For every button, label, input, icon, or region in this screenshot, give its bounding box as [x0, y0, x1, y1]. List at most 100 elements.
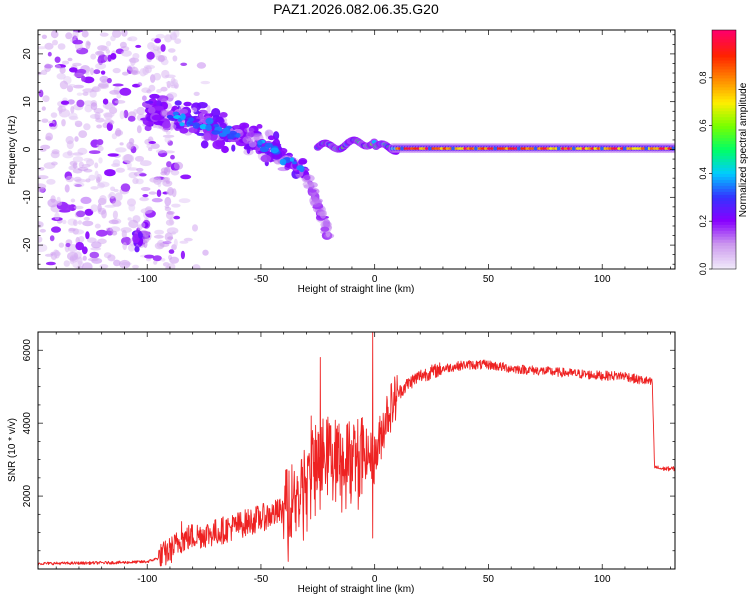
spectrogram-cell — [122, 242, 127, 251]
spectrogram-cell — [173, 215, 181, 220]
spectrogram-cell — [65, 136, 74, 145]
colorbar-cell — [712, 68, 736, 73]
colorbar-cell — [712, 122, 736, 127]
colorbar-cell — [712, 152, 736, 157]
colorbar-cell — [712, 194, 736, 198]
colorbar-cell — [712, 47, 736, 52]
spectrogram-cell — [70, 198, 76, 203]
colorbar-cell — [712, 260, 736, 264]
spectrogram-cell — [76, 210, 86, 218]
spectrogram-cell — [154, 106, 164, 111]
spectrogram-cell — [572, 146, 576, 151]
colorbar-cell — [712, 185, 736, 189]
spectrogram-cell — [145, 65, 152, 74]
spectrogram-cell — [162, 121, 171, 129]
spectrogram-cell — [82, 262, 93, 269]
spectrogram-cell — [38, 236, 43, 243]
spectrogram-cell — [309, 196, 319, 206]
spectrogram-cell — [317, 211, 327, 217]
spectrogram-x-label: Height of straight line (km) — [298, 284, 415, 295]
colorbar-cell — [712, 77, 736, 82]
spectrogram-cell — [112, 200, 122, 207]
colorbar-cell — [712, 41, 736, 46]
spectrogram-cell — [97, 145, 104, 152]
colorbar-cell — [712, 107, 736, 112]
spectrogram-cell — [130, 66, 139, 76]
spectrogram-cell — [105, 49, 111, 54]
spectrogram-cell — [54, 212, 60, 220]
spectrogram-cell — [93, 108, 104, 114]
spectrogram-cell — [39, 228, 46, 233]
colorbar-cell — [712, 233, 736, 237]
spectrogram-cell — [45, 136, 52, 141]
spectrogram-cell — [304, 175, 311, 181]
spectrogram-cell — [193, 91, 200, 96]
y-tick-label: -10 — [22, 190, 33, 205]
colorbar-tick-label: 0.2 — [698, 215, 708, 228]
spectrogram-cell — [145, 100, 154, 104]
spectrogram-cell — [59, 80, 68, 90]
colorbar-cell — [712, 209, 736, 213]
spectrogram-cell — [257, 140, 263, 146]
colorbar-cell — [712, 155, 736, 160]
colorbar-cell — [712, 203, 736, 207]
spectrogram-cell — [73, 219, 78, 227]
colorbar-tick-label: 0.8 — [698, 72, 708, 85]
spectrogram-cell — [119, 41, 127, 49]
spectrogram-cell — [160, 86, 168, 92]
spectrogram-cell — [121, 50, 132, 57]
spectrogram-cell — [174, 38, 182, 44]
spectrogram-cell — [50, 30, 59, 39]
spectrogram-cell — [164, 206, 172, 212]
colorbar-tick-label: 0.4 — [698, 167, 708, 180]
colorbar-cell — [712, 176, 736, 180]
spectrogram-cell — [126, 141, 134, 150]
spectrogram-cell — [239, 122, 250, 129]
spectrogram-cell — [119, 110, 125, 120]
spectrogram-cell — [63, 260, 70, 267]
spectrogram-cell — [96, 139, 104, 146]
colorbar-cell — [712, 242, 736, 246]
spectrogram-cell — [88, 174, 96, 181]
spectrogram-cell — [42, 95, 50, 103]
colorbar-cell — [712, 44, 736, 49]
colorbar-cell — [712, 257, 736, 261]
spectrogram-cell — [166, 211, 175, 215]
spectrogram-cell — [85, 40, 91, 50]
spectrogram-cell — [155, 33, 165, 39]
spectrogram-cell — [110, 35, 116, 42]
spectrogram-cell — [137, 82, 143, 87]
spectrogram-cell — [136, 106, 146, 115]
spectrogram-cell — [180, 113, 186, 120]
spectrogram-cell — [104, 204, 116, 208]
spectrogram-cell — [110, 53, 117, 60]
spectrogram-cell — [74, 120, 82, 124]
spectrogram-cell — [451, 146, 455, 151]
spectrogram-cell — [302, 181, 315, 188]
spectrogram-cell — [72, 156, 84, 163]
spectrogram-cell — [160, 44, 166, 52]
spectrogram-cell — [112, 30, 118, 33]
spectrogram-cell — [400, 146, 404, 151]
spectrogram-cell — [94, 162, 99, 169]
spectrogram-cell — [183, 237, 193, 242]
spectrogram-cell — [99, 75, 109, 83]
spectrogram-cell — [51, 226, 61, 233]
spectrogram-cell — [40, 144, 51, 150]
x-tick-label: 50 — [483, 274, 495, 285]
spectrogram-cell — [111, 230, 118, 236]
spectrogram-cell — [163, 166, 171, 176]
spectrogram-cell — [172, 55, 178, 62]
y-tick-label: 10 — [22, 96, 33, 108]
spectrogram-cell — [199, 124, 208, 130]
colorbar-cell — [712, 161, 736, 166]
spectrogram-cell — [164, 196, 172, 206]
spectrogram-cell — [166, 161, 172, 168]
spectrogram-cell — [69, 67, 78, 73]
spectrogram-cell — [202, 249, 209, 256]
spectrogram-cell — [113, 259, 121, 267]
spectrogram-cell — [120, 227, 132, 233]
spectrogram-cell — [38, 46, 47, 50]
spectrogram-cell — [69, 254, 79, 263]
colorbar-cell — [712, 140, 736, 145]
